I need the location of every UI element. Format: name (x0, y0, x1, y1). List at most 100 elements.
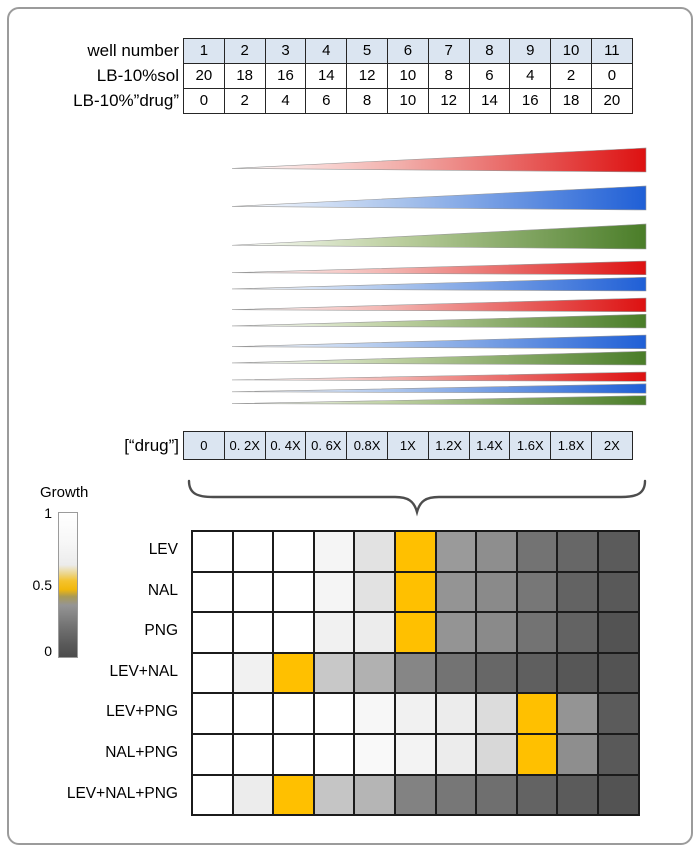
heatmap-cell (232, 693, 274, 734)
dilution-table-row: well number 1 2 3 4 5 6 7 8 9 10 11 (0, 38, 633, 64)
heatmap-cell (394, 774, 436, 816)
table-cell: 6 (468, 63, 511, 89)
mic-cell (394, 612, 436, 653)
dilution-table: well number 1 2 3 4 5 6 7 8 9 10 11 LB-10%sol 20 18 16 1… (0, 38, 633, 114)
png-gradient-wedge (231, 223, 647, 250)
table-cell: 10 (550, 38, 592, 64)
heatmap-cell (313, 693, 355, 734)
heatmap (191, 530, 640, 817)
table-cell: 8 (346, 88, 388, 114)
heatmap-cell (273, 733, 314, 775)
heatmap-cell (516, 612, 558, 653)
drug-concentration-cell: 0. 6X (305, 431, 348, 460)
heatmap-cell (476, 693, 517, 734)
heatmap-cell (192, 531, 233, 572)
heatmap-cell (354, 612, 395, 653)
heatmap-cell (354, 531, 395, 572)
table-cell: 4 (305, 38, 348, 64)
heatmap-cell (394, 652, 436, 694)
lev-nal-gradient-wedge (231, 260, 647, 292)
heatmap-cell (557, 531, 598, 572)
drug-concentration-cell: 0.8X (346, 431, 388, 460)
heatmap-cell (476, 531, 517, 572)
drug-concentration-cell: 0. 2X (223, 431, 266, 460)
heatmap-cell (192, 652, 233, 694)
heatmap-row-label: LEV+NAL+PNG (66, 784, 178, 802)
red-wedge-layer (231, 147, 647, 173)
heatmap-cell (557, 612, 598, 653)
red-wedge-layer (231, 371, 647, 382)
heatmap-cell (394, 733, 436, 775)
mic-cell (394, 571, 436, 613)
heatmap-cell (313, 571, 355, 613)
heatmap-cell (273, 571, 314, 613)
table-cell: 4 (509, 63, 552, 89)
blue-wedge-layer (231, 334, 647, 350)
heatmap-cell (313, 652, 355, 694)
heatmap-row-label: LEV+PNG (106, 703, 178, 721)
growth-legend-title: Growth (40, 484, 89, 501)
heatmap-row-label: PNG (144, 622, 178, 640)
heatmap-cell (476, 774, 517, 816)
drug-concentration-cell: 0 (183, 431, 225, 460)
heatmap-cell (232, 733, 274, 775)
mic-cell (273, 652, 314, 694)
table-cell: 20 (183, 63, 225, 89)
table-cell: 18 (223, 63, 266, 89)
heatmap-cell (192, 571, 233, 613)
heatmap-cell (273, 693, 314, 734)
heatmap-cell (192, 774, 233, 816)
colorbar-tick-0: 0 (44, 643, 52, 659)
heatmap-cell (313, 531, 355, 572)
heatmap-cell (435, 531, 477, 572)
heatmap-cell (192, 612, 233, 653)
heatmap-cell (435, 774, 477, 816)
heatmap-cell (476, 652, 517, 694)
heatmap-row-label: NAL (147, 581, 178, 599)
heatmap-row-label: LEV (148, 541, 178, 558)
drug-concentration-cell: 1.6X (509, 431, 552, 460)
heatmap-row-label: LEV+NAL (109, 662, 178, 680)
table-cell: 8 (427, 63, 470, 89)
dilution-row-label: LB-10%”drug” (73, 91, 179, 110)
table-cell: 10 (386, 88, 429, 114)
lev-png-gradient-wedge (231, 297, 647, 329)
table-cell: 2 (550, 63, 592, 89)
heatmap-cell (435, 693, 477, 734)
heatmap-cell (516, 652, 558, 694)
heatmap-cell (354, 652, 395, 694)
mic-cell (273, 774, 314, 816)
table-cell: 16 (264, 63, 307, 89)
drug-concentration-cell: 1X (386, 431, 429, 460)
heatmap-cell (597, 612, 639, 653)
heatmap-cell (597, 571, 639, 613)
dilution-table-row: LB-10%”drug” 0 2 4 6 8 10 12 14 16 18 20 (0, 88, 633, 114)
brace (187, 479, 647, 517)
drug-concentration-cell: 1.8X (550, 431, 592, 460)
heatmap-cell (435, 571, 477, 613)
green-wedge-layer (231, 223, 647, 250)
mic-cell (516, 733, 558, 775)
green-wedge-layer (231, 313, 647, 329)
heatmap-cell (313, 774, 355, 816)
heatmap-cell (557, 733, 598, 775)
red-wedge-layer (231, 297, 647, 313)
heatmap-cell (516, 571, 558, 613)
dilution-table-row: LB-10%sol 20 18 16 14 12 10 8 6 4 2 0 (0, 63, 633, 89)
mic-cell (394, 531, 436, 572)
heatmap-cell (516, 531, 558, 572)
red-wedge-layer (231, 260, 647, 276)
heatmap-cell (435, 612, 477, 653)
blue-wedge-layer (231, 383, 647, 394)
gradient-wedges (231, 147, 647, 408)
drug-row: [“drug”] 0 0. 2X 0. 4X 0. 6X 0.8X 1X 1.2X 1.4X 1.… (0, 431, 633, 460)
table-cell: 6 (305, 88, 348, 114)
drug-concentration-cell: 1.2X (427, 431, 470, 460)
heatmap-row-label: NAL+PNG (105, 743, 178, 761)
blue-wedge-layer (231, 276, 647, 292)
heatmap-cell (354, 774, 395, 816)
table-cell: 8 (468, 38, 511, 64)
table-cell: 2 (223, 88, 266, 114)
table-cell: 6 (386, 38, 429, 64)
dilution-row-label: well number (87, 41, 179, 60)
